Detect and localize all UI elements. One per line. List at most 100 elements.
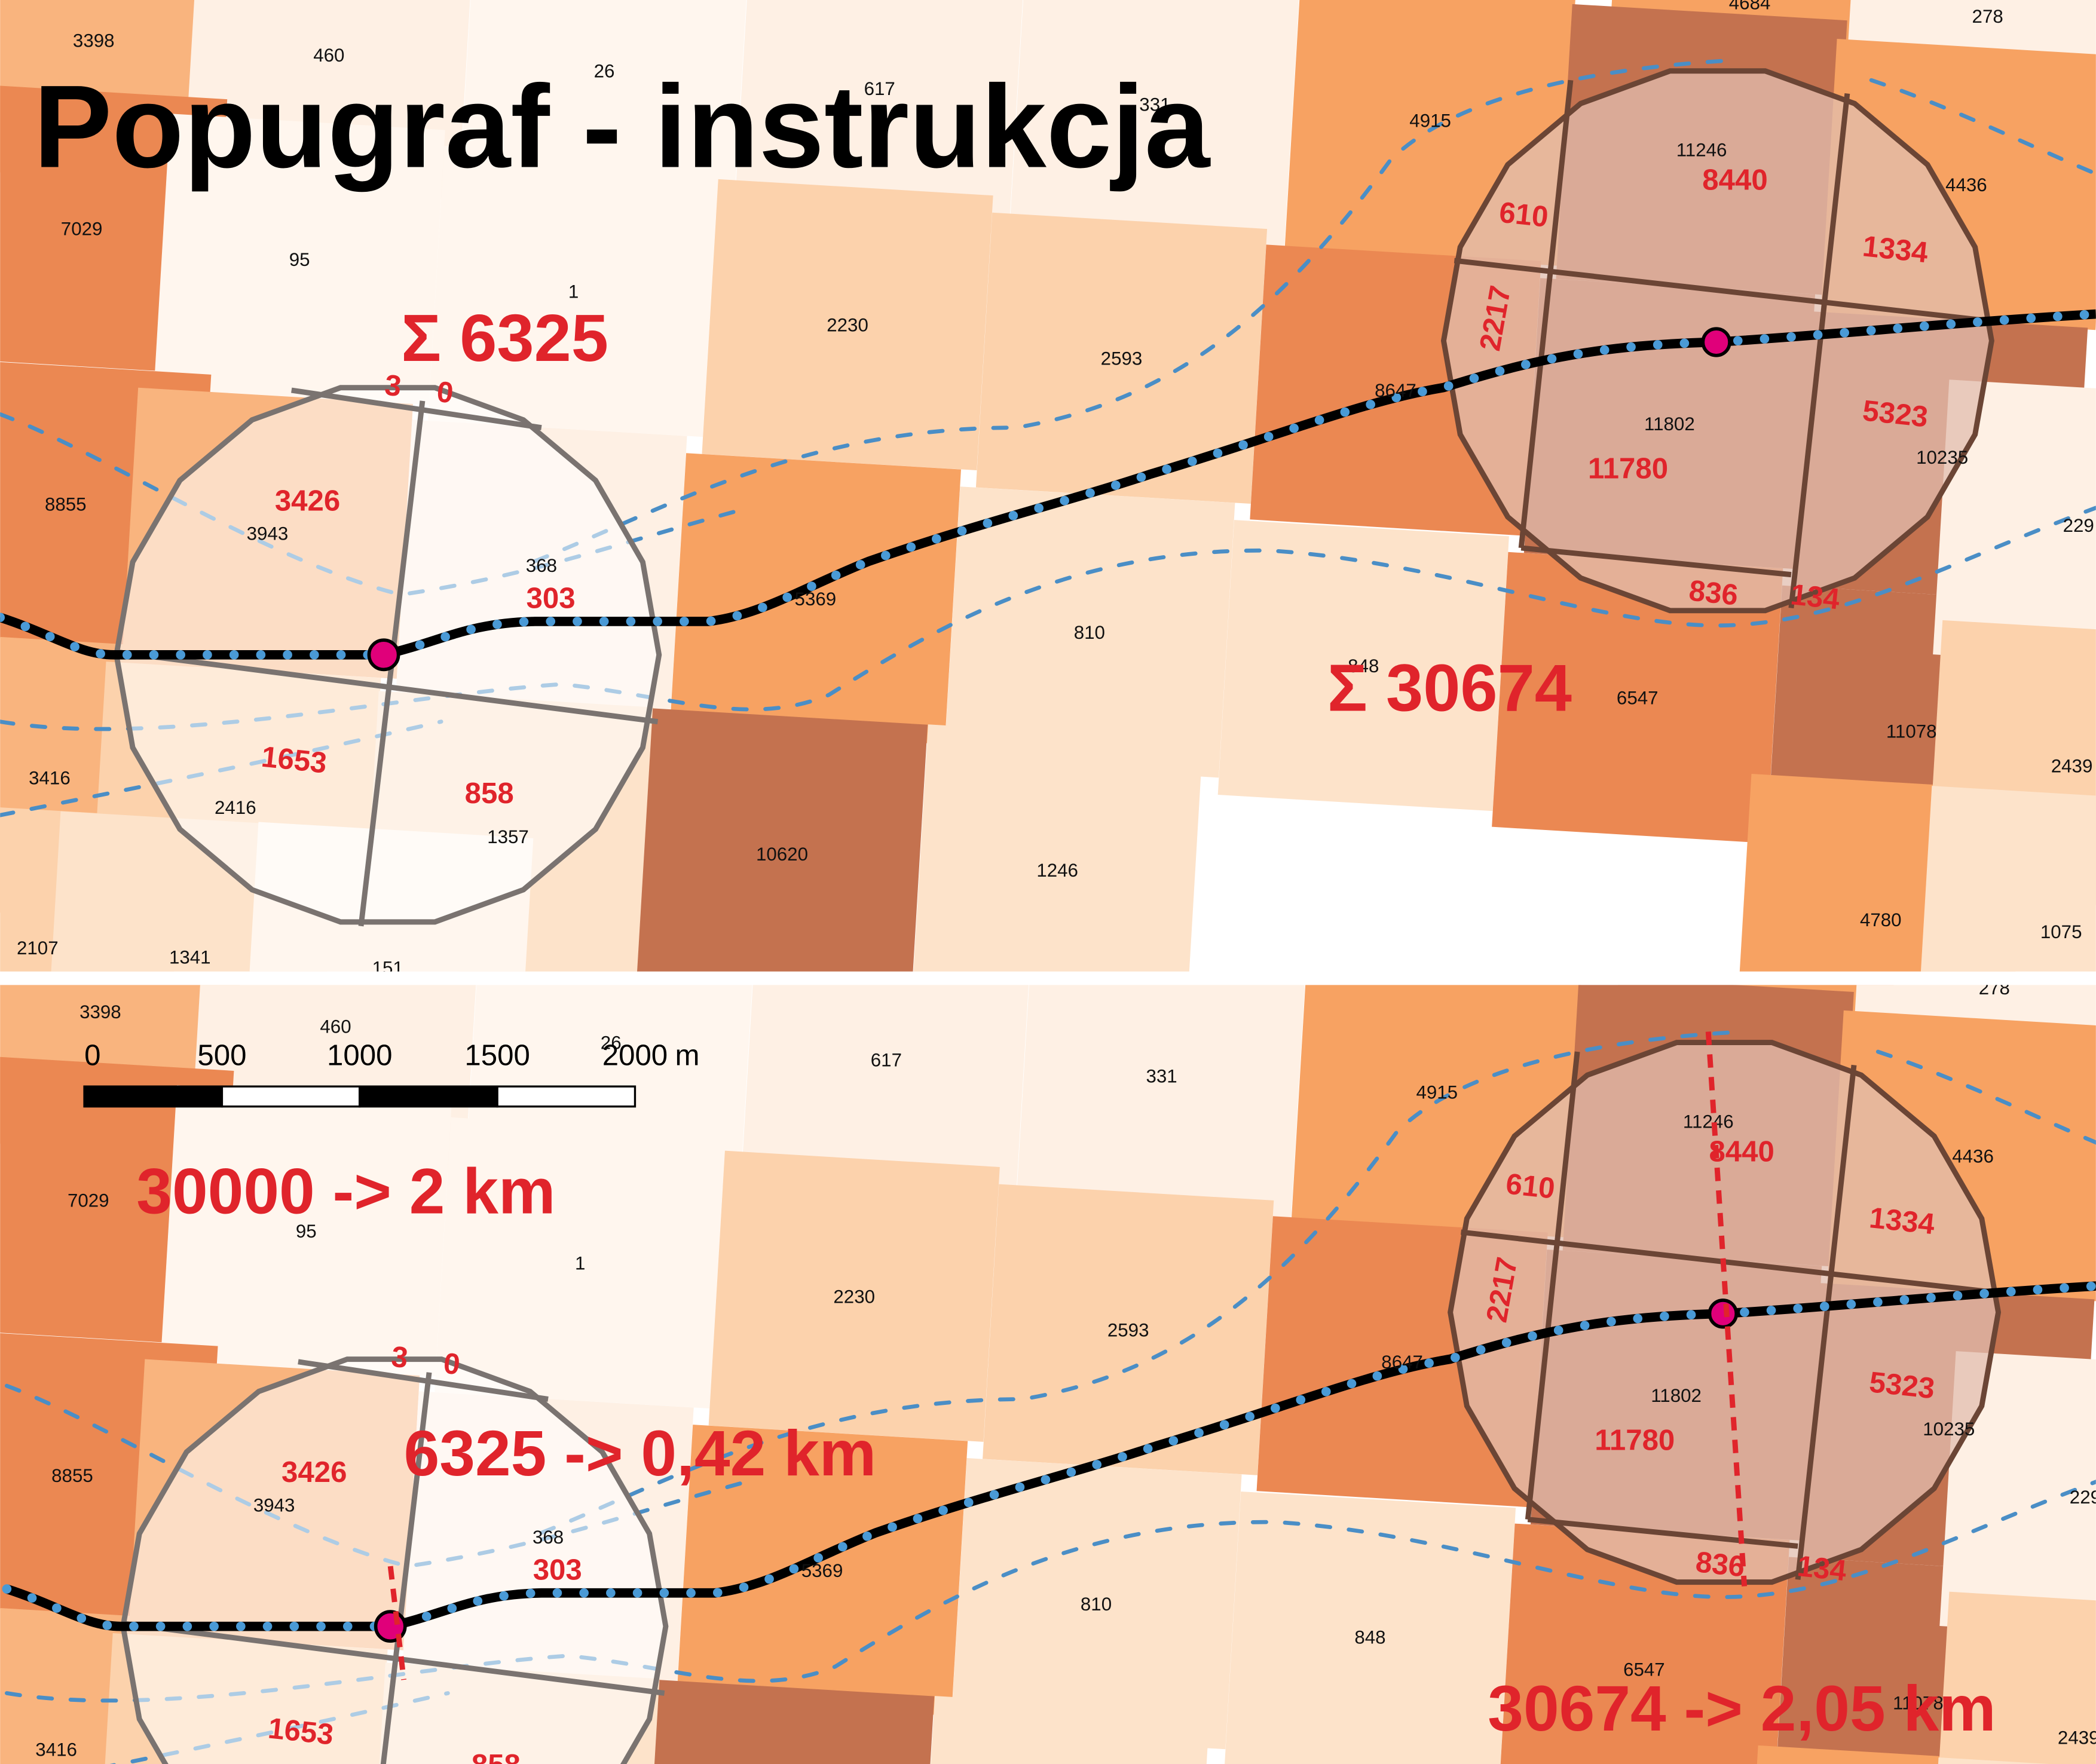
- area-label: 5323: [1868, 1365, 1936, 1405]
- annotation: 6325 -> 0,42 km: [404, 1417, 877, 1489]
- area-label: 3: [390, 1340, 409, 1375]
- grid-cell: [1933, 379, 2096, 671]
- cell-label: 2230: [833, 1286, 875, 1307]
- grid-cell: [1217, 520, 1509, 811]
- area-label: 3426: [281, 1456, 347, 1489]
- cell-label: 2416: [215, 797, 256, 818]
- annotation: 30000 -> 2 km: [136, 1156, 555, 1227]
- grid-cell: [1939, 1351, 2096, 1643]
- cell-label: 11078: [1893, 1692, 1944, 1713]
- grid-cell: [458, 0, 750, 217]
- cell-boundary: [291, 387, 542, 431]
- area-label: 8440: [1702, 164, 1767, 197]
- cell-label: 1357: [487, 826, 529, 847]
- cell-label: 460: [320, 1016, 351, 1037]
- point: [1708, 1298, 1739, 1329]
- cell-label: 95: [296, 1221, 317, 1242]
- grid-cell: [0, 82, 228, 375]
- route-dots: [0, 309, 2096, 660]
- area-label: 858: [472, 1748, 521, 1764]
- area-label: 0: [435, 375, 455, 410]
- cell-label: 848: [1348, 656, 1379, 676]
- area-label: 836: [1694, 1545, 1746, 1583]
- contour-line: [1875, 1049, 2096, 1145]
- cell-label: 8647: [1375, 380, 1416, 401]
- point: [1701, 327, 1731, 357]
- cell-boundary: [1518, 79, 1574, 549]
- area-label: 610: [1498, 196, 1550, 234]
- grid-cell: [154, 114, 445, 405]
- contour-line: [533, 58, 1740, 564]
- scale-label: 1000: [327, 1039, 392, 1071]
- grid-cell: [676, 1425, 968, 1716]
- cell-label: 10235: [1923, 1419, 1975, 1440]
- grid-cell: [0, 1054, 234, 1346]
- cell-label: 1: [568, 281, 579, 302]
- scale-label: 500: [197, 1039, 246, 1071]
- cell-label: 3398: [73, 30, 115, 51]
- cell-label: 617: [864, 78, 895, 99]
- cell-label: 7029: [68, 1190, 109, 1211]
- cell-label: 10235: [1916, 447, 1968, 468]
- cell-label: 151: [372, 957, 403, 978]
- cell-boundary: [298, 1359, 549, 1402]
- cell-label: 1: [575, 1253, 585, 1274]
- point: [367, 638, 400, 672]
- cell-label: 2230: [827, 315, 868, 336]
- grid-cell: [1009, 0, 1301, 250]
- area-label: 1334: [1868, 1201, 1936, 1241]
- cell-label: 810: [1074, 622, 1105, 643]
- cell-boundary: [1454, 258, 1988, 324]
- cell-label: 331: [1146, 1065, 1177, 1086]
- area-label: 836: [1687, 574, 1739, 611]
- area-label: 134: [1789, 578, 1841, 615]
- cell-label: 368: [526, 555, 557, 576]
- cell-label: 11802: [1651, 1385, 1702, 1406]
- cell-label: 4915: [1409, 110, 1451, 131]
- cell-label: 8647: [1381, 1352, 1423, 1373]
- cell-label: 10620: [756, 844, 808, 865]
- scale-label: 1500: [464, 1039, 530, 1071]
- cell-boundary: [1788, 93, 1850, 609]
- area-label: 1334: [1861, 229, 1930, 269]
- cell-label: 331: [1139, 94, 1170, 115]
- cell-boundary: [1525, 1051, 1580, 1520]
- cell-label: 2593: [1107, 1319, 1149, 1340]
- grid-cell: [702, 179, 993, 471]
- cell-label: 2439: [2051, 756, 2093, 777]
- cell-label: 617: [871, 1050, 902, 1071]
- cell-label: 8855: [45, 494, 87, 514]
- cell-label: 368: [533, 1527, 564, 1548]
- scale-segment: [359, 1085, 498, 1108]
- cell-label: 11078: [1886, 721, 1937, 742]
- cell-label: 95: [289, 249, 310, 270]
- cell-label: 2439: [2058, 1727, 2096, 1748]
- route-dots: [2, 1281, 2096, 1631]
- grid-cell: [427, 145, 720, 437]
- bottom-map: 3398 460 26 617 331 4684 278 4915 11246 4436 7029 9…: [0, 985, 2096, 1764]
- bottom-panel: 3398 460 26 617 331 4684 278 4915 11246 4436 7029 9…: [0, 985, 2096, 1764]
- grid-cell: [1224, 1491, 1516, 1764]
- cell-label: 810: [1081, 1594, 1112, 1615]
- sum-label: Σ 6325: [401, 301, 608, 375]
- cell-label: 5369: [795, 589, 837, 610]
- area-label: 3: [383, 369, 403, 403]
- cell-label: 229: [2063, 515, 2094, 536]
- cell-label: 26: [601, 1033, 622, 1054]
- cell-label: 4684: [1729, 0, 1771, 14]
- cell-label: 1075: [2040, 921, 2082, 942]
- scale-segment: [221, 1085, 361, 1108]
- cell-label: 6547: [1623, 1659, 1665, 1680]
- area-label: 858: [465, 777, 514, 810]
- measure-line: [387, 1566, 407, 1680]
- grid-cell: [741, 985, 1032, 1206]
- cell-label: 3398: [79, 1002, 121, 1022]
- cell-label: 4436: [1952, 1146, 1994, 1167]
- cell-label: 3416: [29, 768, 71, 789]
- annotation: 30674 -> 2,05 km: [1488, 1673, 1996, 1744]
- cell-boundary: [1795, 1064, 1857, 1580]
- area-label: 11780: [1595, 1423, 1675, 1456]
- area-label: 5323: [1861, 394, 1930, 433]
- cell-label: 2593: [1101, 348, 1143, 369]
